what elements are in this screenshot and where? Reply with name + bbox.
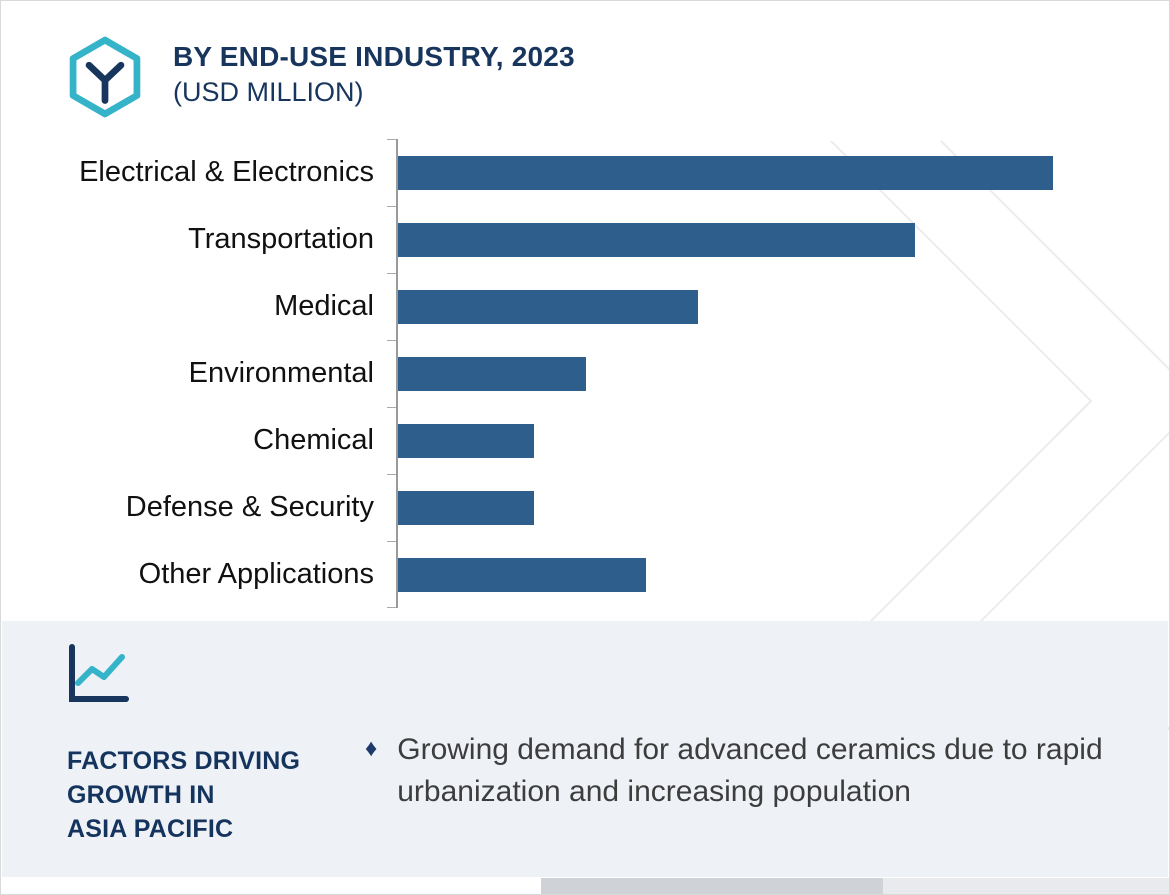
bar [396, 222, 915, 257]
bar-track [396, 474, 1151, 541]
bar-track [396, 407, 1151, 474]
bar-label: Other Applications [138, 558, 374, 590]
axis-tick [387, 407, 396, 408]
bar-row: Defense & Security [1, 474, 1151, 541]
bar-track [396, 139, 1151, 206]
footer-bullet-item: ♦ Growing demand for advanced ceramics d… [365, 729, 1125, 813]
bar-row: Environmental [1, 340, 1151, 407]
chart-title-line2: (USD MILLION) [173, 77, 364, 107]
bar-chart: Electrical & Electronics Transportation Me… [1, 139, 1151, 608]
chart-title: BY END-USE INDUSTRY, 2023 (USD MILLION) [173, 35, 575, 108]
bar-row: Other Applications [1, 541, 1151, 608]
bar-row: Transportation [1, 206, 1151, 273]
bar [396, 289, 699, 324]
bar-row: Chemical [1, 407, 1151, 474]
bar-label: Electrical & Electronics [79, 156, 374, 188]
bar-track [396, 206, 1151, 273]
footer-heading: FACTORS DRIVING GROWTH IN ASIA PACIFIC [67, 747, 301, 843]
bar-label: Transportation [188, 223, 374, 255]
bar [396, 155, 1053, 190]
line-chart-icon [69, 644, 129, 702]
axis-tick [387, 607, 396, 608]
bar-row: Electrical & Electronics [1, 139, 1151, 206]
bar-track [396, 541, 1151, 608]
axis-tick [387, 273, 396, 274]
chart-header: BY END-USE INDUSTRY, 2023 (USD MILLION) [63, 35, 575, 119]
axis-tick [387, 206, 396, 207]
chart-title-line1: BY END-USE INDUSTRY, 2023 [173, 41, 575, 72]
bottom-strip-segment-dark [541, 878, 883, 894]
bottom-strip-segment-light [883, 878, 1169, 894]
footer-bullet-text: Growing demand for advanced ceramics due… [397, 733, 1103, 808]
bar [396, 423, 534, 458]
diamond-bullet-icon: ♦ [365, 735, 378, 762]
bar [396, 356, 587, 391]
axis-tick [387, 139, 396, 140]
bar-label: Defense & Security [125, 491, 374, 523]
bar [396, 490, 534, 525]
axis-tick [387, 474, 396, 475]
axis-tick [387, 541, 396, 542]
bar [396, 557, 646, 592]
axis-tick [387, 340, 396, 341]
footer-panel: FACTORS DRIVING GROWTH IN ASIA PACIFIC ♦… [2, 621, 1168, 877]
hexagon-y-logo-icon [69, 36, 141, 118]
bar-label: Chemical [253, 424, 374, 456]
bar-label: Environmental [188, 357, 374, 389]
y-axis-line [387, 139, 398, 608]
bar-track [396, 340, 1151, 407]
bar-label: Medical [274, 290, 374, 322]
bar-track [396, 273, 1151, 340]
bottom-edge-strip [1, 878, 1169, 894]
bar-row: Medical [1, 273, 1151, 340]
